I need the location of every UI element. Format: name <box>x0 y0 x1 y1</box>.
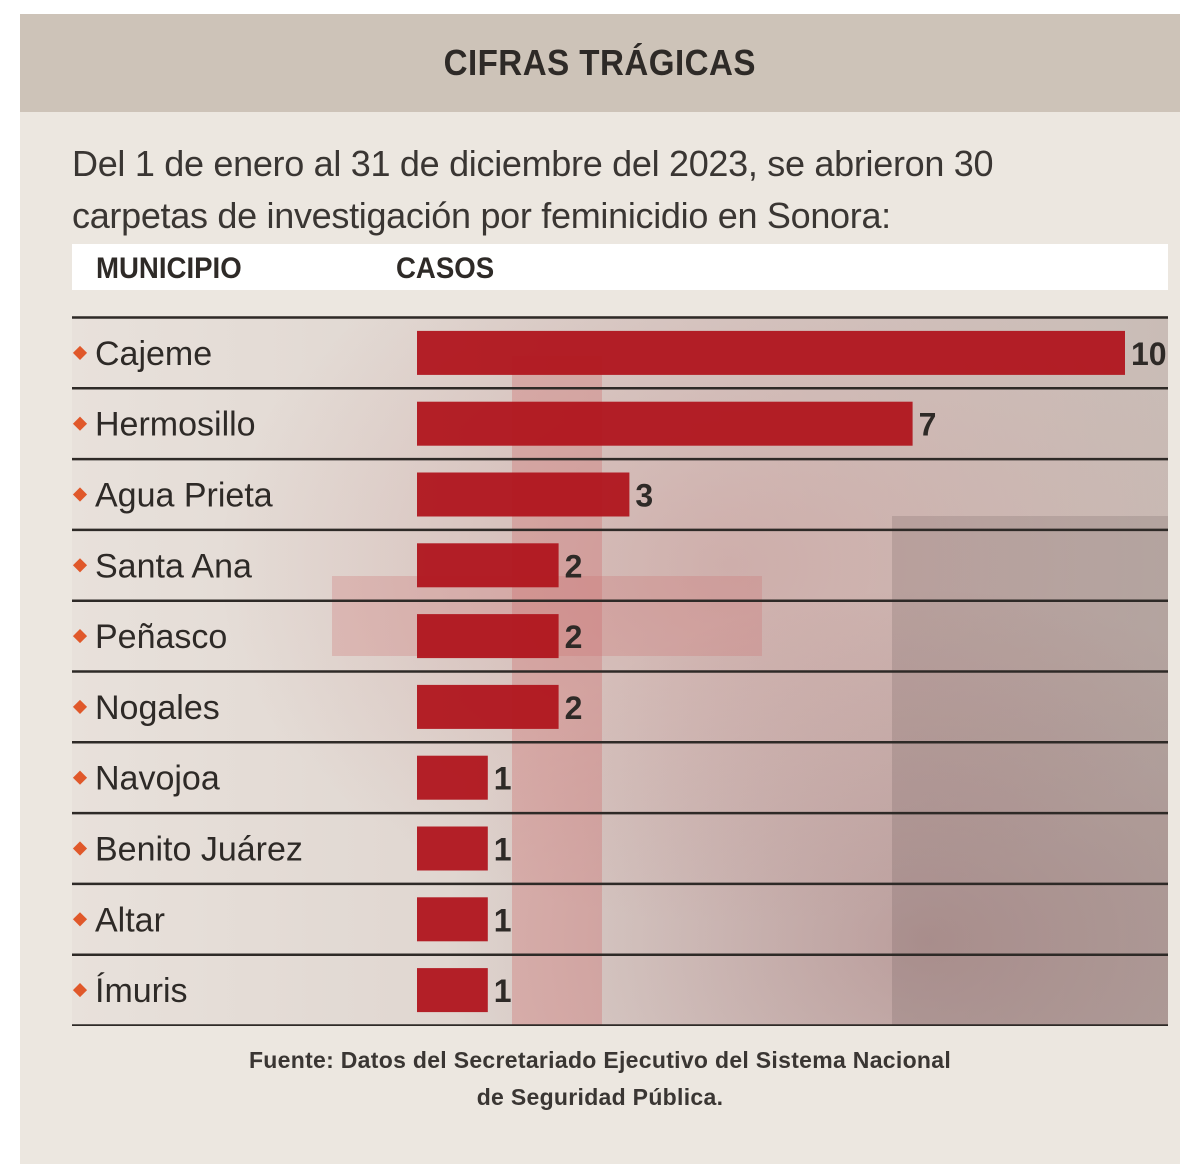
bar <box>417 614 559 659</box>
bullet-icon <box>72 416 88 431</box>
bar <box>417 826 488 871</box>
bullet-icon <box>72 770 88 785</box>
bullet-icon <box>72 629 88 644</box>
column-header-row: MUNICIPIO CASOS <box>72 244 1168 290</box>
bullet-icon <box>72 699 88 714</box>
value-label: 10 <box>1131 336 1167 372</box>
infographic-card: CIFRAS TRÁGICAS Del 1 de enero al 31 de … <box>20 14 1180 1164</box>
value-label: 2 <box>565 548 583 584</box>
bar <box>417 401 913 446</box>
category-label: Ímuris <box>95 972 188 1010</box>
chart-title: CIFRAS TRÁGICAS <box>443 42 757 83</box>
bullet-icon <box>72 912 88 927</box>
source-note: Fuente: Datos del Secretariado Ejecutivo… <box>20 1042 1180 1116</box>
category-label: Agua Prieta <box>95 477 273 515</box>
column-header-casos: CASOS <box>396 252 495 285</box>
category-label: Navojoa <box>95 760 220 798</box>
bar <box>417 968 488 1013</box>
category-label: Nogales <box>95 689 220 727</box>
bullet-icon <box>72 983 88 998</box>
category-label: Hermosillo <box>95 406 256 444</box>
category-label: Peñasco <box>95 618 227 656</box>
intro-line-1: Del 1 de enero al 31 de diciembre del 20… <box>72 143 994 184</box>
bar <box>417 472 630 517</box>
column-header-municipio: MUNICIPIO <box>96 252 242 285</box>
category-label: Altar <box>95 901 165 939</box>
category-label: Santa Ana <box>95 547 252 585</box>
value-label: 1 <box>494 832 512 868</box>
category-label: Cajeme <box>95 335 212 373</box>
source-line-2: de Seguridad Pública. <box>476 1084 724 1110</box>
source-line-1: Fuente: Datos del Secretariado Ejecutivo… <box>248 1047 952 1073</box>
value-label: 2 <box>565 619 583 655</box>
bar <box>417 330 1125 375</box>
bullet-icon <box>72 345 88 360</box>
intro-line-2: carpetas de investigación por feminicidi… <box>72 195 891 236</box>
bar-chart: Cajeme 10 Hermosillo 7 Agua Prieta 3 Santa Ana… <box>72 316 1168 1026</box>
value-label: 1 <box>494 973 512 1009</box>
title-banner: CIFRAS TRÁGICAS <box>20 14 1180 112</box>
bullet-icon <box>72 841 88 856</box>
value-label: 3 <box>635 478 653 514</box>
value-label: 7 <box>919 407 937 443</box>
bar <box>417 684 559 729</box>
value-label: 1 <box>494 902 512 938</box>
value-label: 1 <box>494 761 512 797</box>
bars-svg: Cajeme 10 Hermosillo 7 Agua Prieta 3 Santa Ana… <box>72 316 1168 1026</box>
category-label: Benito Juárez <box>95 831 303 869</box>
bullet-icon <box>72 487 88 502</box>
bar <box>417 897 488 942</box>
intro-text: Del 1 de enero al 31 de diciembre del 20… <box>72 138 1152 242</box>
bar <box>417 755 488 800</box>
value-label: 2 <box>565 690 583 726</box>
bar <box>417 543 559 588</box>
bullet-icon <box>72 558 88 573</box>
